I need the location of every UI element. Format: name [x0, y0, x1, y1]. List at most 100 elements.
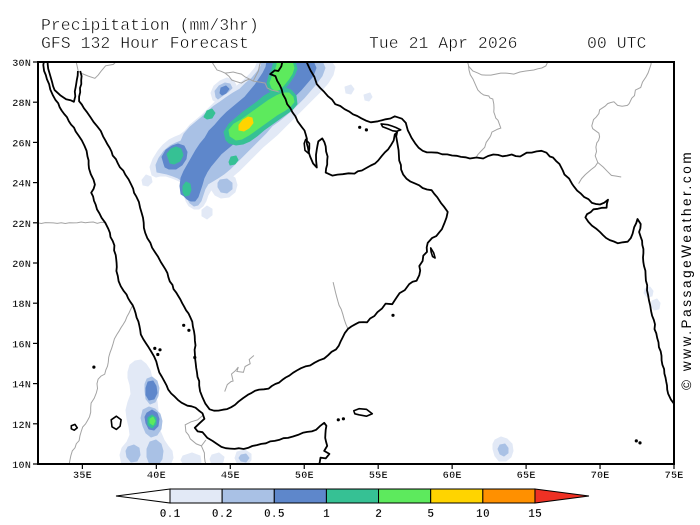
precip-p2 [149, 416, 156, 426]
border-line [224, 355, 255, 392]
precipitation-shading [119, 62, 661, 464]
islet-dot [187, 328, 191, 332]
precip-p01 [650, 298, 661, 311]
border-line [75, 62, 79, 72]
map-valid-date: Tue 21 Apr 2026 [369, 34, 518, 53]
country-borders [38, 62, 652, 464]
lat-label: 16N [12, 339, 31, 351]
island-outline [70, 423, 79, 431]
island-outline [303, 138, 311, 155]
islet-dot [634, 439, 638, 443]
colorbar-cell [325, 488, 380, 504]
map-valid-time: 00 UTC [587, 34, 647, 53]
island-outline [353, 407, 374, 417]
coastline [46, 62, 79, 103]
colorbar-cell [378, 488, 432, 504]
colorbar-cell [221, 488, 275, 504]
lon-label: 55E [369, 470, 388, 482]
lon-label: 75E [665, 470, 684, 482]
lon-label: 50E [295, 470, 314, 482]
border-line [224, 72, 250, 84]
lat-label: 22N [12, 219, 31, 231]
colorbar-legend: 0.1 0.2 0.5 1 2 5 10 15 [115, 488, 590, 521]
precip-p01 [344, 84, 355, 95]
islet-dot [391, 313, 395, 317]
islet-dot [153, 346, 157, 350]
precip-p1 [166, 146, 184, 165]
coastline [42, 62, 331, 464]
precip-p1 [228, 155, 239, 166]
border-line [200, 445, 207, 464]
lat-label: 24N [12, 179, 31, 191]
border-line [591, 62, 652, 178]
precip-p1 [182, 181, 192, 197]
islet-dot [193, 355, 197, 360]
lon-label: 60E [443, 470, 462, 482]
precip-p01 [201, 205, 213, 220]
colorbar-label: 5 [427, 508, 434, 521]
islet-dot [638, 441, 642, 445]
border-line [38, 221, 106, 225]
precip-p5 [238, 116, 254, 132]
islet-dot [182, 323, 186, 327]
colorbar-label: 0.1 [160, 508, 181, 521]
border-line [80, 62, 117, 79]
colorbar-cell [482, 488, 536, 504]
islet-dot [158, 348, 162, 352]
islet-dot [358, 125, 362, 129]
colorbar-under-arrow [115, 488, 171, 504]
border-line [184, 414, 207, 447]
lat-label: 28N [12, 98, 31, 110]
border-line [211, 62, 280, 93]
lon-label: 70E [591, 470, 610, 482]
lon-label: 35E [73, 470, 92, 482]
precip-p05 [219, 85, 230, 96]
islet-dot [92, 365, 96, 369]
island-outline [429, 247, 436, 259]
lon-label: 65E [517, 470, 536, 482]
coastlines [42, 62, 674, 464]
border-line [68, 304, 134, 464]
colorbar-label: 10 [476, 508, 490, 521]
lat-label: 20N [12, 259, 31, 271]
border-line [252, 62, 262, 82]
island-outline [380, 123, 402, 133]
islet-dot [341, 417, 345, 421]
precip-p01 [141, 174, 153, 187]
precip-p1 [203, 108, 216, 120]
map-titles: Precipitation (mm/3hr) GFS 132 Hour Fore… [41, 16, 647, 53]
colorbar-label: 0.2 [212, 508, 233, 521]
lat-label: 26N [12, 138, 31, 150]
coastline [78, 62, 449, 412]
lat-label: 14N [12, 380, 31, 392]
lat-label: 12N [12, 420, 31, 432]
lon-label: 45E [221, 470, 240, 482]
lat-label: 18N [12, 299, 31, 311]
lon-label: 40E [147, 470, 166, 482]
map-title-variable: Precipitation (mm/3hr) [41, 16, 259, 35]
border-line [466, 62, 502, 158]
axis-labels: 30N 28N 26N 24N 22N 20N 18N 16N 14N 12N 10N 35E 40E 4… [12, 58, 684, 482]
precip-p02 [217, 178, 233, 194]
precip-p01 [363, 92, 373, 102]
map-title-model: GFS 132 Hour Forecast [41, 34, 249, 53]
precip-p05 [145, 380, 158, 401]
precip-p02 [125, 444, 141, 463]
coastline [305, 62, 674, 406]
lat-label: 30N [12, 58, 31, 70]
colorbar-label: 1 [323, 508, 330, 521]
precip-p02 [146, 439, 164, 464]
islet-dot [336, 418, 340, 422]
colorbar-label: 0.5 [264, 508, 285, 521]
border-line [578, 162, 599, 184]
colorbar-cell [430, 488, 484, 504]
island-outline [110, 415, 122, 431]
precip-p02 [497, 443, 509, 457]
precip-p02 [238, 453, 250, 463]
colorbar-label: 2 [375, 508, 382, 521]
colorbar-cell [273, 488, 327, 504]
lat-label: 10N [12, 460, 31, 472]
border-line [332, 281, 349, 330]
colorbar-over-arrow [534, 488, 590, 504]
